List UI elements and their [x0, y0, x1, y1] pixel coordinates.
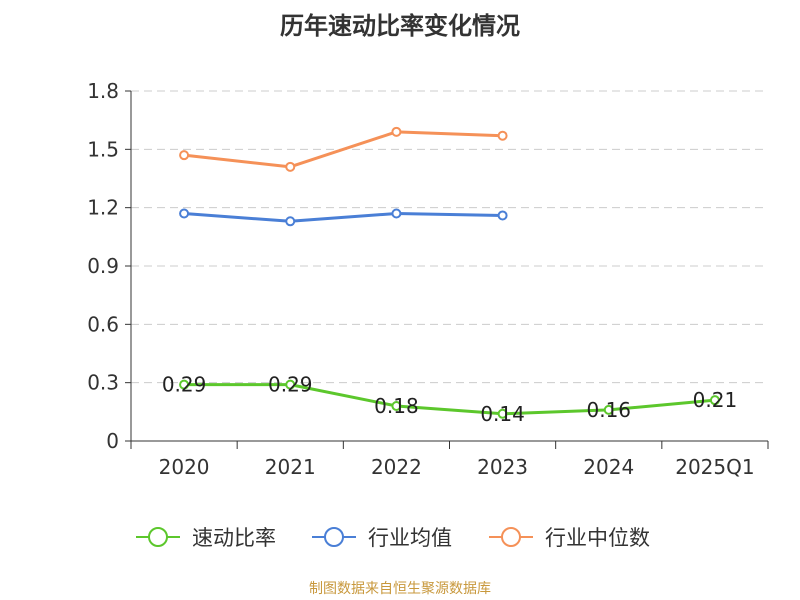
y-tick-label: 0.6: [87, 312, 119, 336]
legend-label: 行业中位数: [545, 526, 650, 550]
data-label: 0.29: [162, 373, 207, 397]
y-tick-label: 0.9: [87, 254, 119, 278]
data-point: [179, 208, 190, 219]
series-line-1: [183, 212, 503, 223]
legend-label: 速动比率: [192, 526, 276, 550]
data-label: 0.16: [586, 398, 631, 422]
data-point: [391, 401, 402, 411]
data-point: [285, 216, 296, 227]
data-source-note: 制图数据来自恒生聚源数据库: [309, 581, 491, 597]
data-point: [391, 208, 402, 219]
data-point: [285, 379, 296, 390]
data-point: [603, 404, 614, 415]
data-point: [709, 395, 720, 406]
x-tick-label: 2021: [265, 455, 316, 479]
y-tick-label: 0: [106, 429, 119, 453]
data-point: [179, 379, 190, 390]
series-line-0: [184, 383, 716, 416]
y-tick-label: 1.8: [87, 79, 119, 103]
legend-marker: [324, 527, 344, 547]
y-tick-label: 1.2: [87, 196, 119, 220]
legend-marker: [501, 527, 521, 547]
data-point: [391, 126, 402, 137]
data-point: [285, 161, 296, 172]
data-point: [497, 210, 508, 221]
series-line-2: [183, 130, 503, 169]
y-tick-label: 1.5: [87, 137, 119, 161]
data-label: 0.21: [693, 388, 738, 412]
data-point: [497, 408, 508, 419]
data-point: [179, 150, 190, 161]
chart-title: 历年速动比率变化情况: [280, 12, 520, 40]
data-label: 0.14: [480, 402, 525, 426]
data-label: 0.18: [374, 394, 419, 418]
x-tick-label: 2023: [477, 455, 528, 479]
x-tick-label: 2022: [371, 455, 422, 479]
data-label: 0.29: [268, 373, 313, 397]
data-point: [497, 130, 508, 141]
legend-marker: [148, 527, 168, 547]
x-tick-label: 2020: [159, 455, 210, 479]
x-tick-label: 2024: [583, 455, 634, 479]
y-tick-label: 0.3: [87, 371, 119, 395]
x-tick-label: 2025Q1: [675, 455, 754, 479]
legend-label: 行业均值: [368, 526, 452, 550]
